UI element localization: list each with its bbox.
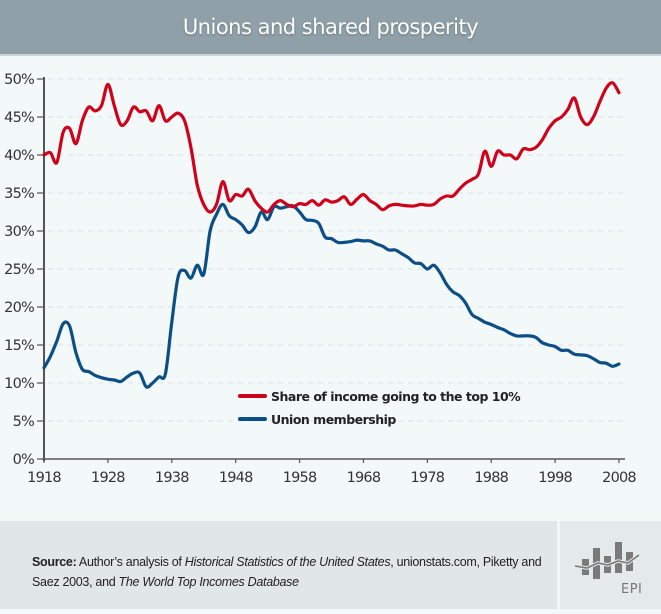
epi-logo-icon	[560, 521, 661, 609]
x-tick-label: 1978	[410, 470, 444, 486]
chart-header: Unions and shared prosperity	[0, 0, 661, 56]
grid-lines	[48, 79, 625, 421]
y-tick-label: 0%	[13, 452, 34, 468]
data-points-1	[44, 204, 619, 386]
x-tick-label: 1928	[91, 470, 125, 486]
y-axis: 0% 5% 10% 15% 20% 25% 30% 35% 40% 45% 50%	[4, 72, 44, 468]
source-italic-2: The World Top Incomes Database	[119, 575, 299, 589]
y-tick-label: 30%	[4, 224, 34, 240]
source-label: Source:	[32, 555, 76, 569]
x-axis: 1918 1928 1938 1948 1958 1968 1978 1988 1998 2008	[27, 459, 636, 486]
x-tick-label: 1918	[27, 470, 61, 486]
legend-label: Union membership	[271, 412, 396, 427]
y-tick-label: 35%	[4, 186, 34, 202]
x-tick-label: 1958	[283, 470, 317, 486]
legend-label: Share of income going to the top 10%	[271, 389, 521, 404]
source-text-1: Author’s analysis of	[76, 555, 184, 569]
chart-title: Unions and shared prosperity	[183, 15, 478, 39]
epi-logo	[557, 521, 661, 609]
source-note: Source: Author’s analysis of Historical …	[32, 552, 552, 592]
x-tick-label: 1998	[538, 470, 572, 486]
y-tick-label: 50%	[4, 72, 34, 88]
x-tick-label: 1938	[155, 470, 189, 486]
line-chart: 0% 5% 10% 15% 20% 25% 30% 35% 40% 45% 50% 1918 1928…	[0, 56, 661, 521]
y-tick-label: 40%	[4, 148, 34, 164]
epi-logo-text: EPI	[621, 582, 642, 597]
x-tick-label: 2008	[602, 470, 636, 486]
y-tick-label: 45%	[4, 110, 34, 126]
y-tick-label: 5%	[13, 414, 34, 430]
y-tick-label: 15%	[4, 338, 34, 354]
source-italic-1: Historical Statistics of the United Stat…	[185, 555, 391, 569]
y-tick-label: 25%	[4, 262, 34, 278]
x-tick-label: 1988	[474, 470, 508, 486]
series-line-union-membership	[44, 204, 619, 387]
series-lines	[44, 83, 619, 388]
y-tick-label: 20%	[4, 300, 34, 316]
x-tick-label: 1948	[219, 470, 253, 486]
x-tick-label: 1968	[347, 470, 381, 486]
y-tick-label: 10%	[4, 376, 34, 392]
